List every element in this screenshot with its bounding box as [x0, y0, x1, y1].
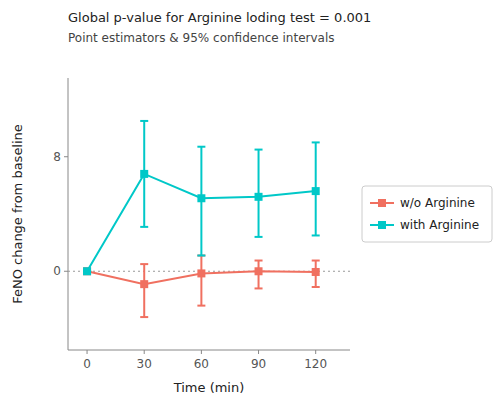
x-tick-label: 60 — [194, 357, 209, 371]
y-tick-label: 0 — [53, 264, 61, 278]
error-bar-cap — [312, 141, 320, 143]
point — [83, 267, 91, 275]
point — [197, 269, 205, 277]
legend-label: with Arginine — [400, 218, 479, 232]
x-tick-label: 120 — [304, 357, 327, 371]
subtitle: Point estimators & 95% confidence interv… — [68, 31, 335, 45]
error-bar-cap — [197, 255, 205, 257]
x-tick-label: 90 — [251, 357, 266, 371]
point — [255, 193, 263, 201]
error-bar-cap — [312, 260, 320, 262]
x-axis-line — [68, 350, 350, 351]
y-tick — [64, 156, 68, 157]
legend-box — [362, 186, 492, 242]
error-bar-cap — [312, 234, 320, 236]
title: Global p-value for Arginine loding test … — [68, 10, 371, 25]
error-bar-cap — [197, 255, 205, 257]
x-tick — [315, 350, 316, 354]
error-bar — [140, 264, 148, 317]
point — [140, 280, 148, 288]
error-bar — [255, 261, 263, 289]
error-bar-cap — [312, 286, 320, 288]
chart: Global p-value for Arginine loding test … — [0, 0, 500, 403]
error-bar-cap — [255, 236, 263, 238]
plot-area — [68, 121, 350, 317]
point — [197, 194, 205, 202]
error-bar — [255, 150, 263, 237]
error-bar — [197, 147, 205, 256]
y-tick — [64, 271, 68, 272]
x-tick-label: 30 — [137, 357, 152, 371]
point — [312, 268, 320, 276]
error-bar-cap — [197, 146, 205, 148]
legend: w/o Arginine with Arginine — [362, 186, 492, 242]
y-axis-line — [68, 78, 69, 350]
x-tick — [258, 350, 259, 354]
y-tick-label: 8 — [53, 150, 61, 164]
error-bar-cap — [197, 305, 205, 307]
error-bar — [197, 256, 205, 306]
error-bar — [140, 121, 148, 227]
x-tick — [87, 350, 88, 354]
error-bar-cap — [140, 120, 148, 122]
error-bar-stem — [200, 256, 202, 306]
x-axis-label: Time (min) — [173, 380, 245, 395]
point — [140, 170, 148, 178]
error-bar — [312, 261, 320, 287]
x-tick-label: 0 — [83, 357, 91, 371]
point — [83, 267, 91, 275]
y-axis-label: FeNO change from baseline — [10, 124, 25, 304]
error-bar-cap — [255, 287, 263, 289]
error-bar-cap — [255, 260, 263, 262]
error-bar — [312, 142, 320, 235]
x-tick — [201, 350, 202, 354]
error-bar-cap — [140, 226, 148, 228]
legend-marker — [378, 199, 386, 207]
legend-label: w/o Arginine — [400, 196, 475, 210]
point — [255, 267, 263, 275]
point — [312, 187, 320, 195]
error-bar-stem — [143, 264, 145, 317]
error-bar-cap — [255, 149, 263, 151]
legend-marker — [378, 221, 386, 229]
error-bar-cap — [140, 316, 148, 318]
x-tick — [144, 350, 145, 354]
error-bar-cap — [140, 263, 148, 265]
